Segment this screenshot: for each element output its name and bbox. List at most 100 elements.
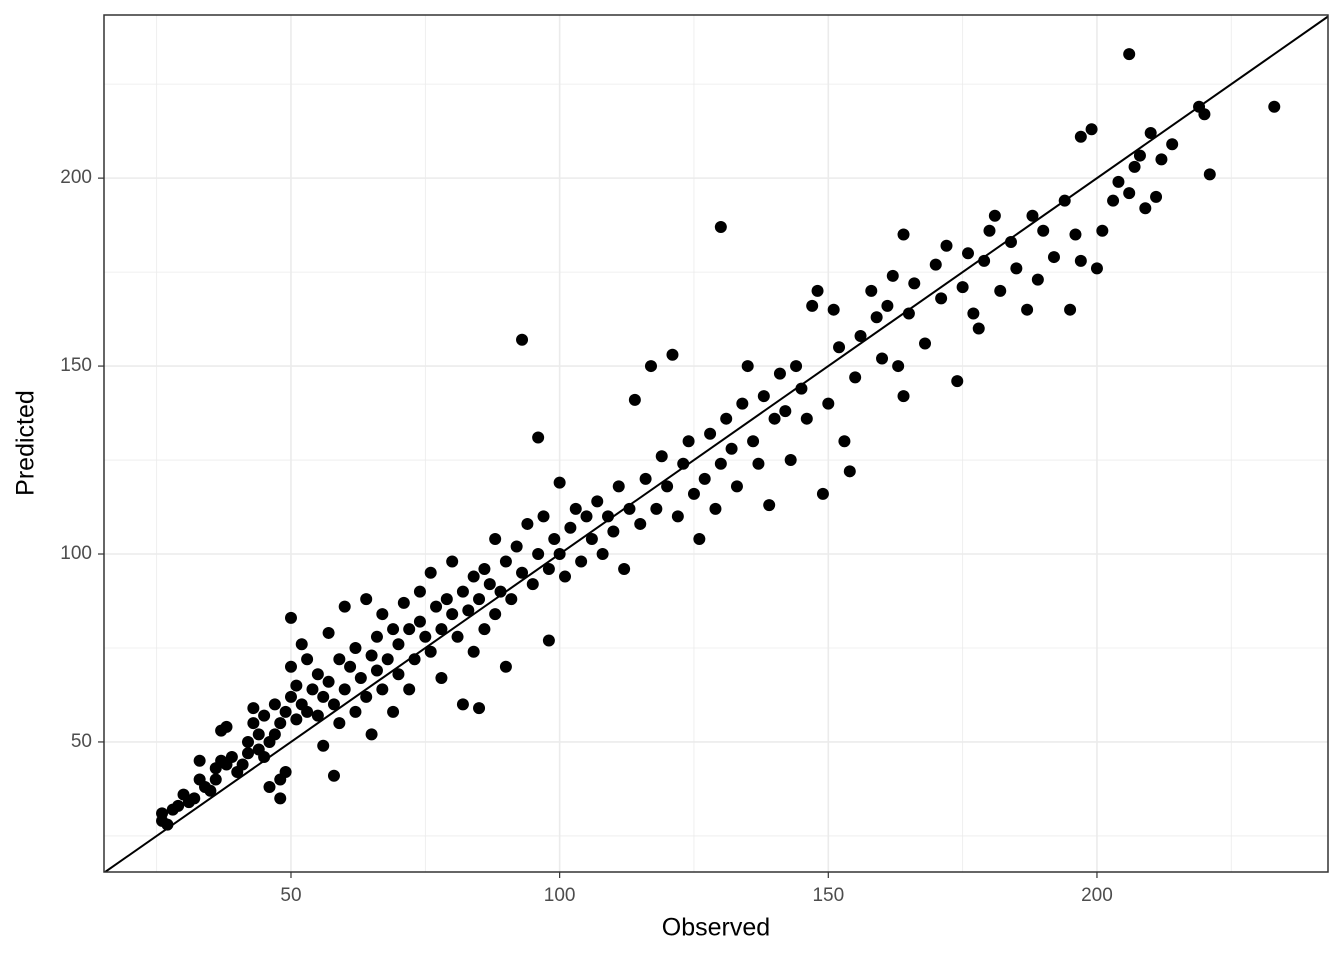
- point: [333, 653, 346, 666]
- point: [387, 623, 400, 636]
- point: [392, 638, 405, 651]
- point: [730, 480, 743, 493]
- y-tick-label: 200: [60, 167, 92, 188]
- point: [988, 209, 1001, 222]
- point: [354, 672, 367, 685]
- point: [499, 660, 512, 673]
- point: [478, 623, 491, 636]
- point: [467, 570, 480, 583]
- point: [381, 653, 394, 666]
- point: [290, 679, 303, 692]
- point: [424, 566, 437, 579]
- point: [188, 792, 201, 805]
- point: [279, 705, 292, 718]
- point: [897, 228, 910, 241]
- point: [935, 292, 948, 305]
- point: [650, 502, 663, 515]
- point: [870, 311, 883, 324]
- point: [618, 563, 631, 576]
- point: [419, 630, 432, 643]
- point: [247, 717, 260, 730]
- point: [413, 585, 426, 598]
- point: [634, 517, 647, 530]
- point: [983, 224, 996, 237]
- point: [161, 818, 174, 831]
- point: [1031, 273, 1044, 286]
- point: [526, 578, 539, 591]
- point: [564, 521, 577, 534]
- point: [220, 720, 233, 733]
- point: [1128, 160, 1141, 173]
- point: [972, 322, 985, 335]
- point: [225, 750, 238, 763]
- point: [1074, 130, 1087, 143]
- point: [919, 337, 932, 350]
- x-tick-label: 200: [1081, 885, 1113, 906]
- point: [440, 593, 453, 606]
- point: [806, 299, 819, 312]
- point: [607, 525, 620, 538]
- point: [773, 367, 786, 380]
- point: [580, 510, 593, 523]
- point: [628, 393, 641, 406]
- point: [704, 427, 717, 440]
- plot-area: [104, 15, 1328, 872]
- point: [236, 758, 249, 771]
- point: [677, 457, 690, 470]
- point: [602, 510, 614, 523]
- point: [247, 702, 260, 715]
- point: [1085, 123, 1098, 136]
- point: [768, 412, 781, 425]
- point: [456, 585, 469, 598]
- point: [510, 540, 523, 553]
- point: [1139, 202, 1152, 215]
- point: [284, 611, 297, 624]
- point: [327, 769, 340, 782]
- point: [1004, 236, 1017, 249]
- point: [693, 532, 706, 545]
- point: [1090, 262, 1103, 275]
- point: [435, 623, 448, 636]
- plot-border: [103, 14, 1329, 873]
- point: [1123, 48, 1136, 61]
- point: [709, 502, 722, 515]
- point: [811, 284, 824, 297]
- point: [306, 683, 319, 696]
- point: [295, 638, 308, 651]
- point: [1026, 209, 1039, 222]
- point: [467, 645, 480, 658]
- x-tick-label: 150: [812, 885, 844, 906]
- point: [1064, 303, 1077, 316]
- point: [666, 348, 679, 361]
- y-tick-label: 100: [60, 543, 92, 564]
- point: [822, 397, 835, 410]
- point: [569, 502, 582, 515]
- point: [881, 299, 894, 312]
- point: [940, 239, 953, 252]
- point: [499, 555, 512, 568]
- reference-line: [104, 15, 1328, 872]
- point: [494, 585, 507, 598]
- point: [532, 431, 545, 444]
- point: [1123, 187, 1136, 200]
- point: [548, 532, 561, 545]
- point: [1112, 175, 1125, 188]
- point: [962, 247, 974, 260]
- point: [311, 668, 324, 681]
- point: [489, 608, 502, 621]
- point: [714, 220, 727, 233]
- point: [585, 532, 598, 545]
- point: [317, 690, 330, 703]
- point: [268, 698, 281, 711]
- point: [1203, 168, 1216, 181]
- point: [360, 690, 373, 703]
- point: [978, 254, 991, 267]
- point: [317, 739, 330, 752]
- point: [854, 329, 867, 342]
- point: [413, 615, 426, 628]
- point: [430, 600, 443, 613]
- point: [849, 371, 862, 384]
- point: [876, 352, 889, 365]
- point: [1096, 224, 1109, 237]
